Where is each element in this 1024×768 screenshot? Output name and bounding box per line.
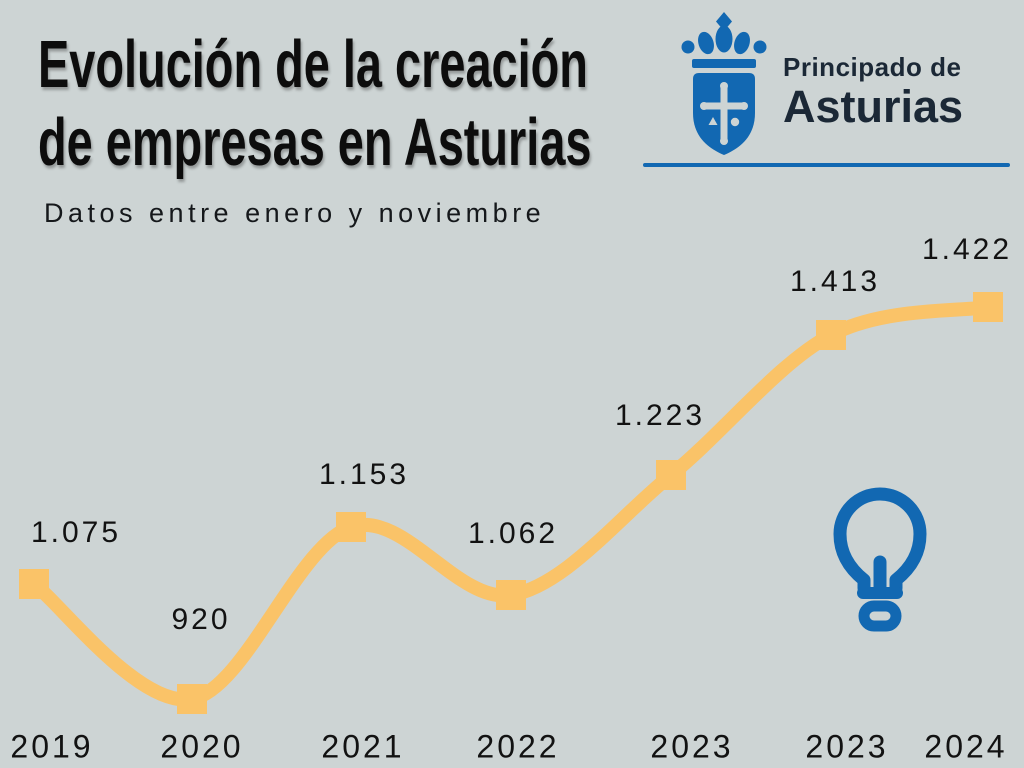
lightbulb-icon [833, 487, 927, 632]
chart-marker-2023 [816, 320, 846, 350]
chart-marker-2023 [656, 460, 686, 490]
x-axis-label-4: 2023 [650, 728, 734, 765]
data-label-4: 1.223 [614, 399, 706, 432]
chart-marker-2024 [973, 292, 1003, 322]
asturias-coat-of-arms-icon [681, 12, 767, 155]
chart-marker-2021 [336, 512, 366, 542]
page-title: Evolución de la creación de empresas en … [38, 26, 592, 183]
x-axis-label-0: 2019 [10, 728, 94, 765]
data-label-1: 920 [171, 603, 231, 636]
subtitle: Datos entre enero y noviembre [44, 198, 546, 228]
x-axis-label-5: 2023 [805, 728, 889, 765]
chart-marker-2019 [19, 569, 49, 599]
data-label-3: 1.062 [467, 517, 559, 550]
logo-wordmark-line2: Asturias [783, 81, 964, 132]
data-label-6: 1.422 [921, 233, 1013, 266]
data-label-0: 1.075 [30, 516, 122, 549]
chart-marker-2020 [177, 684, 207, 714]
data-label-5: 1.413 [789, 265, 881, 298]
logo-wordmark-line1: Principado de [783, 52, 962, 82]
logo-wordmark: Principado de Asturias [783, 54, 963, 129]
page-title-line1: Evolución de la creación [38, 27, 588, 102]
x-axis-label-1: 2020 [160, 728, 244, 765]
x-axis-label-3: 2022 [476, 728, 560, 765]
logo-divider [643, 163, 1010, 167]
x-axis-label-2: 2021 [321, 728, 405, 765]
page-title-line2: de empresas en Asturias [38, 105, 592, 181]
chart-marker-2022 [496, 580, 526, 610]
x-axis-label-6: 2024 [924, 728, 1008, 765]
data-label-2: 1.153 [318, 458, 410, 491]
